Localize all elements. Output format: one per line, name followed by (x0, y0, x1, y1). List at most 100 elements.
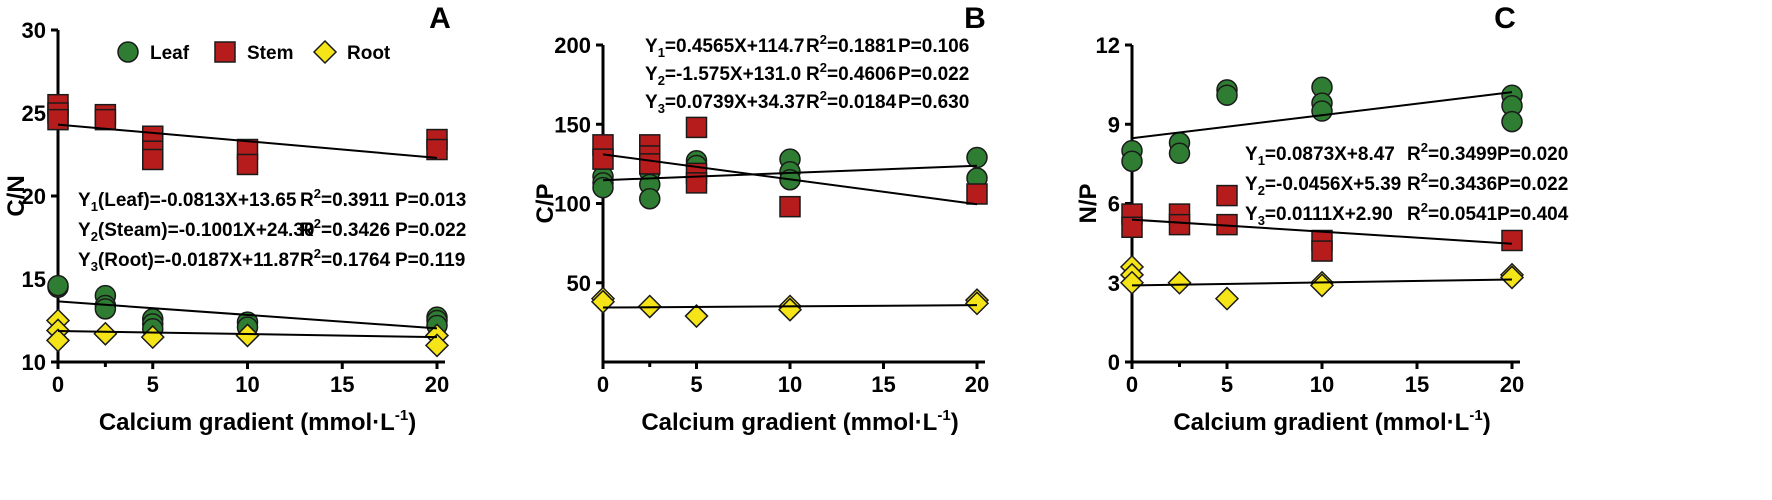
x-axis-title-main: Calcium gradient (mmol·L (641, 409, 937, 436)
y-tick-label: 100 (554, 192, 591, 217)
equation-sub: 1 (91, 199, 98, 214)
p-value: P=0.020 (1497, 144, 1568, 165)
chart-panel-a: 0 5 10 15 20 10 15 20 25 30 C/N Calcium gradient (m… (3, 2, 466, 436)
equation-sub: 2 (658, 73, 665, 88)
x-tick-label: 15 (330, 372, 354, 397)
equation-y: Y (1245, 204, 1258, 225)
regression-line-stem (57, 123, 438, 159)
data-point-root (1499, 265, 1525, 290)
data-point-root (684, 303, 709, 329)
x-tick-label: 15 (1405, 372, 1429, 397)
x-axis-title-end: ) (408, 409, 416, 436)
r-squared: R2=0.4606 (806, 60, 896, 85)
r-squared: R2=0.3499 (1407, 140, 1497, 165)
x-axis-title-end: ) (951, 409, 959, 436)
data-point-leaf (94, 298, 117, 320)
data-point-leaf (1121, 150, 1143, 172)
r-squared-r: R (806, 64, 820, 85)
data-point-leaf (1501, 110, 1523, 133)
p-value: P=0.630 (898, 92, 969, 113)
x-tick-label: 20 (425, 372, 449, 397)
equation-formula: =-1.575X+131.0 (665, 64, 801, 85)
r-squared-r: R (300, 220, 314, 241)
equation-formula: (Leaf)=-0.0813X+13.65 (98, 190, 297, 211)
regression-line-leaf (1131, 91, 1513, 140)
panel-letter: C (1494, 2, 1516, 35)
data-point-leaf (592, 176, 614, 199)
r-squared-sup: 2 (1421, 200, 1428, 215)
regression-line-root (1131, 278, 1513, 287)
y-tick-label: 30 (22, 18, 46, 43)
x-axis-title: Calcium gradient (mmol·L-1) (641, 407, 958, 436)
r-squared-sup: 2 (314, 246, 321, 261)
equation-formula: =0.0739X+34.37 (665, 92, 806, 113)
data-point-stem (236, 153, 259, 176)
r-squared: R2=0.3436 (1407, 170, 1497, 195)
y-tick-label: 12 (1096, 33, 1120, 58)
panel-letter: A (429, 2, 451, 35)
r-squared-value: =0.0184 (827, 92, 897, 113)
r-squared-sup: 2 (314, 216, 321, 231)
equation-formula: (Steam)=-0.1001X+24.30 (98, 220, 315, 241)
y-tick-label: 0 (1108, 350, 1120, 375)
p-value: P=0.119 (395, 250, 465, 271)
x-tick-label: 10 (778, 372, 802, 397)
y-tick-label: 150 (554, 112, 591, 137)
legend-marker-leaf (117, 41, 139, 63)
data-point-stem (685, 172, 708, 194)
r-squared-value: =0.0541 (1428, 204, 1498, 225)
y-tick-label: 6 (1108, 192, 1120, 217)
x-axis-title: Calcium gradient (mmol·L-1) (1173, 407, 1490, 436)
r-squared-sup: 2 (820, 32, 827, 47)
data-point-leaf (1168, 142, 1191, 165)
legend: Leaf Stem Root (117, 39, 391, 65)
p-value: P=0.404 (1497, 204, 1569, 225)
r-squared-value: =0.3436 (1428, 174, 1497, 195)
r-squared-value: =0.1764 (321, 250, 391, 271)
p-value: P=0.013 (395, 190, 466, 211)
equation-y: Y (78, 220, 91, 241)
x-tick-label: 5 (147, 372, 159, 397)
data-point-stem (1216, 184, 1238, 207)
r-squared-value: =0.3426 (321, 220, 390, 241)
equation-sub: 3 (91, 259, 98, 274)
y-tick-label: 20 (22, 184, 46, 209)
y-tick-label: 25 (22, 101, 46, 126)
data-point-stem (966, 183, 988, 205)
r-squared-r: R (1407, 204, 1421, 225)
y-tick-label: 15 (22, 267, 46, 292)
r-squared-r: R (1407, 144, 1421, 165)
p-value: P=0.022 (395, 220, 466, 241)
legend-marker-root (312, 39, 338, 65)
r-squared: R2=0.0541 (1407, 200, 1498, 225)
equation-sub: 1 (1258, 153, 1265, 168)
data-point-stem (47, 108, 69, 131)
regression-equation: Y1=0.4565X+114.7 (645, 36, 804, 60)
equation-formula: (Root)=-0.0187X+11.87 (98, 250, 300, 271)
equation-y: Y (78, 250, 91, 271)
r-squared: R2=0.0184 (806, 88, 897, 113)
x-axis-title-sup: -1 (1469, 407, 1482, 424)
equation-sub: 3 (658, 101, 665, 116)
r-squared-value: =0.3499 (1428, 144, 1497, 165)
regression-equation: Y2(Steam)=-0.1001X+24.30 (78, 220, 314, 244)
x-axis-title-main: Calcium gradient (mmol·L (99, 409, 395, 436)
r-squared-value: =0.4606 (827, 64, 896, 85)
regression-equation: Y1=0.0873X+8.47 (1245, 144, 1395, 168)
series-stem (47, 93, 448, 176)
data-point-root (45, 328, 71, 353)
equation-sub: 2 (1258, 183, 1265, 198)
y-axis-title: N/P (1075, 183, 1102, 223)
r-squared-sup: 2 (1421, 170, 1428, 185)
data-point-stem (1121, 216, 1143, 239)
series-leaf (47, 274, 448, 340)
r-squared-sup: 2 (314, 186, 321, 201)
legend-label-leaf: Leaf (150, 43, 190, 64)
equation-y: Y (645, 36, 658, 57)
p-value: P=0.022 (1497, 174, 1568, 195)
equation-formula: =0.0111X+2.90 (1265, 204, 1393, 225)
legend-label-root: Root (347, 43, 391, 64)
equation-formula: =-0.0456X+5.39 (1265, 174, 1401, 195)
x-tick-label: 20 (1500, 372, 1524, 397)
